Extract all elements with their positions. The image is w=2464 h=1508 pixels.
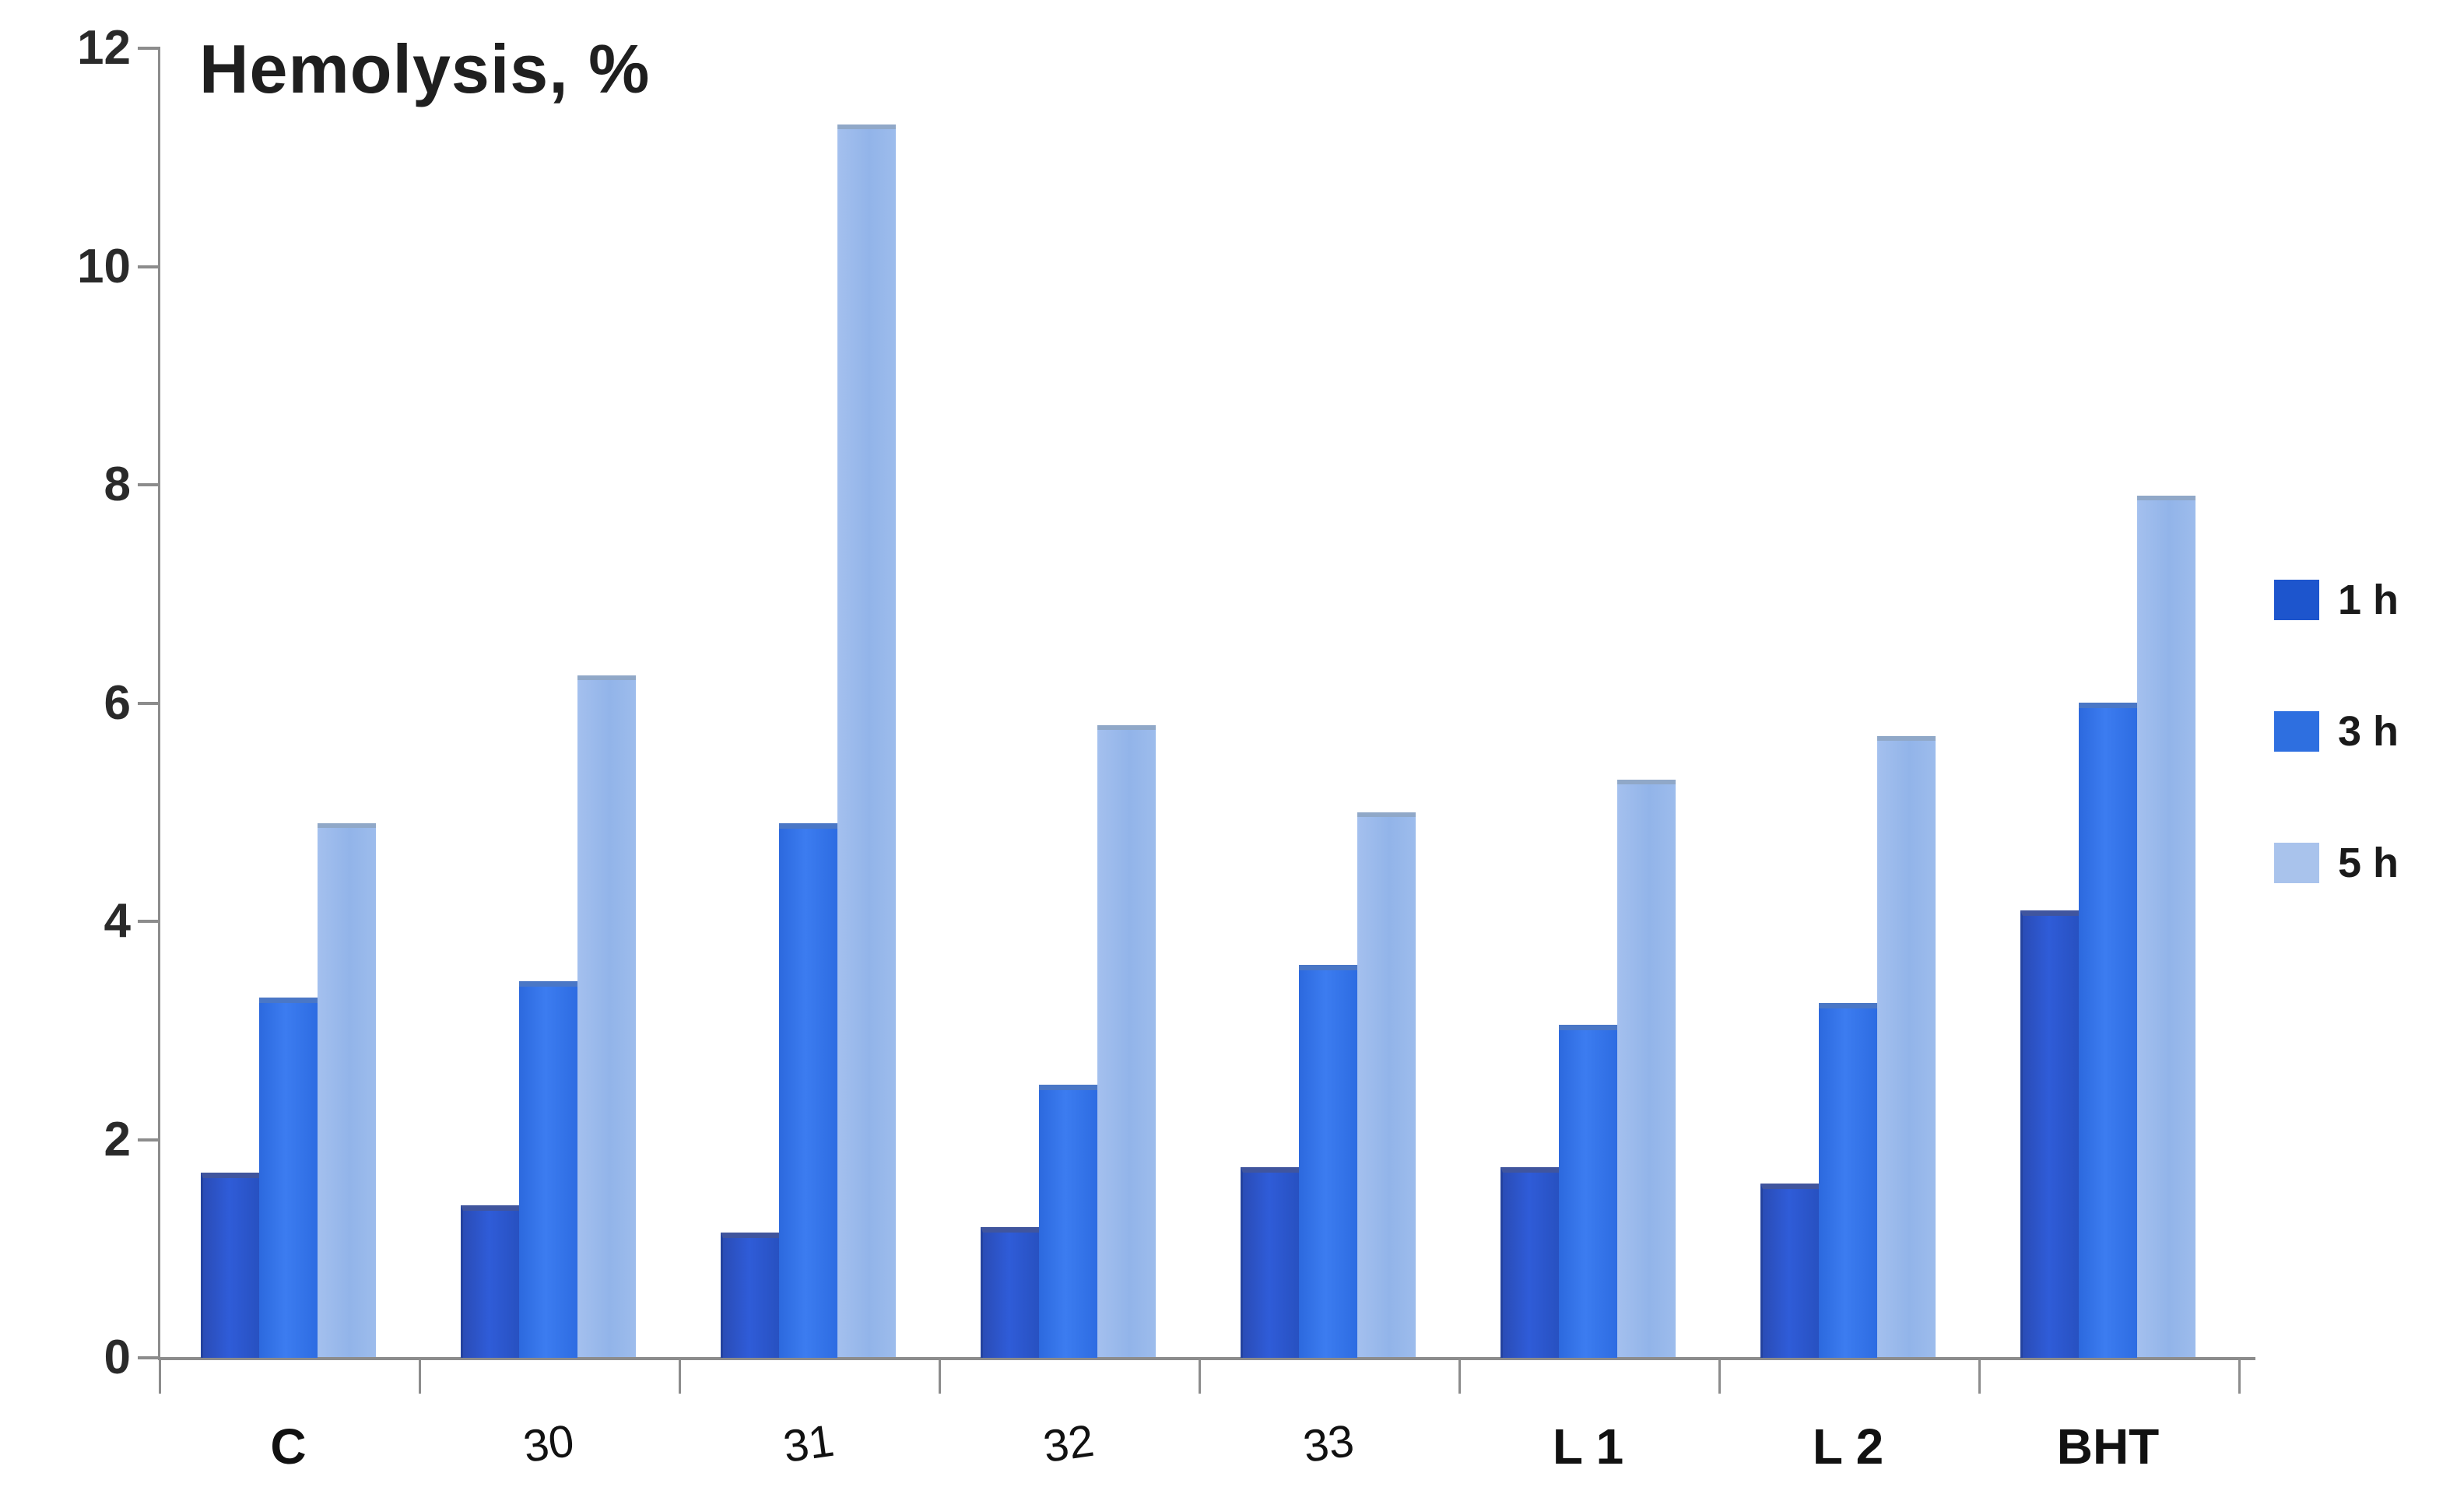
y-tick-6 xyxy=(138,701,160,705)
x-tick-2 xyxy=(678,1358,681,1394)
legend-label-1h: 1 h xyxy=(2338,577,2399,623)
bar-3h-C xyxy=(259,998,318,1358)
y-tick-label-10: 10 xyxy=(77,239,131,293)
bar-5h-33 xyxy=(1357,812,1416,1357)
bar-1h-L2 xyxy=(1760,1184,1821,1358)
x-category-label-BHT: BHT xyxy=(2056,1419,2160,1475)
bar-1h-BHT xyxy=(2020,910,2081,1358)
bar-3h-30 xyxy=(519,981,577,1358)
x-tick-3 xyxy=(938,1358,941,1394)
legend-swatch-3h-icon xyxy=(2274,711,2319,752)
y-tick-label-2: 2 xyxy=(104,1112,131,1166)
y-tick-label-12: 12 xyxy=(77,21,131,75)
bar-1h-33 xyxy=(1241,1167,1301,1358)
bar-1h-30 xyxy=(461,1205,521,1358)
bar-5h-BHT xyxy=(2137,496,2195,1357)
x-category-label-L1: L 1 xyxy=(1552,1419,1624,1475)
legend-swatch-5h-icon xyxy=(2274,843,2319,883)
bar-3h-L2 xyxy=(1819,1003,1877,1358)
bar-5h-C xyxy=(318,823,376,1357)
bar-5h-32 xyxy=(1097,725,1156,1357)
y-tick-label-4: 4 xyxy=(104,894,131,948)
bar-5h-L2 xyxy=(1877,736,1936,1357)
x-category-label-C: C xyxy=(270,1419,307,1475)
y-tick-10 xyxy=(138,265,160,268)
bar-3h-31 xyxy=(779,823,837,1358)
bar-1h-L1 xyxy=(1501,1167,1561,1358)
y-tick-8 xyxy=(138,483,160,486)
bar-3h-L1 xyxy=(1559,1025,1617,1358)
x-category-label-30: 30 xyxy=(520,1415,577,1473)
x-category-label-33: 33 xyxy=(1300,1415,1357,1473)
x-tick-5 xyxy=(1458,1358,1461,1394)
legend-swatch-1h-icon xyxy=(2274,580,2319,620)
bar-5h-31 xyxy=(837,124,896,1357)
x-tick-4 xyxy=(1198,1358,1201,1394)
bar-3h-32 xyxy=(1039,1085,1097,1358)
bar-3h-BHT xyxy=(2079,703,2137,1358)
y-tick-2 xyxy=(138,1138,160,1142)
x-category-label-31: 31 xyxy=(780,1415,837,1473)
y-tick-label-8: 8 xyxy=(104,458,131,511)
x-tick-1 xyxy=(418,1358,421,1394)
bar-1h-C xyxy=(201,1173,261,1358)
x-category-label-32: 32 xyxy=(1040,1415,1097,1473)
x-axis-line xyxy=(158,1357,2255,1360)
x-tick-0 xyxy=(158,1358,161,1394)
bar-5h-30 xyxy=(577,675,636,1357)
y-tick-12 xyxy=(138,47,160,50)
x-tick-8 xyxy=(2238,1358,2241,1394)
y-tick-label-0: 0 xyxy=(104,1331,131,1384)
legend-label-3h: 3 h xyxy=(2338,708,2399,755)
bar-1h-31 xyxy=(721,1233,781,1358)
x-category-label-L2: L 2 xyxy=(1812,1419,1884,1475)
bar-5h-L1 xyxy=(1617,780,1676,1357)
y-tick-0 xyxy=(138,1356,160,1359)
x-tick-6 xyxy=(1718,1358,1721,1394)
y-tick-4 xyxy=(138,920,160,923)
chart-title: Hemolysis, % xyxy=(199,30,651,107)
legend-label-5h: 5 h xyxy=(2338,840,2399,886)
x-tick-7 xyxy=(1978,1358,1981,1394)
bar-3h-33 xyxy=(1299,965,1357,1358)
bar-1h-32 xyxy=(981,1227,1041,1358)
y-tick-label-6: 6 xyxy=(104,675,131,730)
